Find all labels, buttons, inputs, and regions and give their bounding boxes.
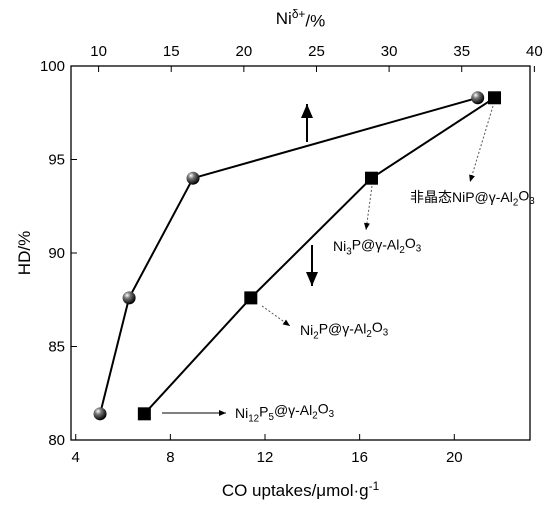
x-axis-label-part: CO uptakes/μmol·g — [222, 481, 369, 500]
y-tick-label: 95 — [48, 152, 65, 169]
plot-frame — [70, 65, 531, 441]
x-tick-label: 16 — [351, 449, 368, 466]
annotation: Ni3P@γ-Al2O3 — [333, 235, 422, 257]
marker — [364, 171, 378, 185]
annotation-part: 3 — [416, 243, 422, 254]
x2-tick-label: 30 — [381, 43, 398, 60]
x-tick-label: 4 — [72, 449, 80, 466]
x-tick-label: 20 — [446, 449, 463, 466]
marker — [186, 171, 200, 185]
y-tick-label: 80 — [48, 432, 65, 449]
annotation-part: P@γ-Al — [319, 321, 367, 337]
x2-axis-label-part: Ni — [276, 9, 292, 28]
annotation-part: 2 — [366, 329, 371, 340]
y-tick-label: 100 — [40, 58, 65, 75]
y-tick-label: 90 — [48, 245, 65, 262]
marker — [137, 407, 151, 421]
x2-tick-label: 10 — [90, 43, 107, 60]
pointer — [261, 305, 291, 327]
pointer — [469, 105, 494, 183]
annotation-part: P — [259, 404, 268, 420]
series-line — [143, 96, 496, 415]
annotation-part: O — [372, 319, 383, 335]
annotation-part: 非晶态NiP@γ-Al — [410, 189, 513, 205]
annotation-part: Ni — [235, 405, 248, 421]
marker — [122, 291, 136, 305]
marker — [471, 91, 485, 105]
annotation-part: O — [518, 188, 529, 204]
x2-tick-label: 15 — [163, 43, 180, 60]
x-tick-label: 8 — [166, 449, 174, 466]
annotation-part: O — [405, 235, 416, 251]
annotation-part: 3 — [529, 196, 535, 207]
x2-tick-label: 25 — [308, 43, 325, 60]
pointer — [363, 185, 373, 231]
annotation: 非晶态NiP@γ-Al2O3 — [410, 188, 535, 209]
annotation-part: Ni — [333, 238, 346, 254]
series-line — [99, 96, 478, 415]
annotation-part: 3 — [346, 246, 352, 257]
x2-axis-label: Niδ+/% — [276, 7, 325, 31]
marker — [93, 407, 107, 421]
annotation-part: 3 — [329, 409, 335, 420]
x2-axis-label-part: /% — [305, 12, 325, 31]
annotation-part: 12 — [248, 413, 259, 424]
y-tick-label: 85 — [48, 339, 65, 356]
annotation-part: @γ-Al — [274, 402, 312, 418]
annotation-part: 2 — [399, 245, 404, 256]
marker — [244, 291, 258, 305]
annotation-part: 2 — [312, 410, 317, 421]
annotation-part: P@γ-Al — [352, 237, 400, 253]
y-axis-label: HD/% — [15, 231, 34, 275]
x2-tick-label: 40 — [526, 43, 543, 60]
x-axis-label-part: -1 — [369, 479, 380, 493]
annotation: Ni12P5@γ-Al2O3 — [235, 401, 335, 425]
x-axis-label: CO uptakes/μmol·g-1 — [222, 479, 380, 500]
annotation-part: Ni — [300, 322, 313, 338]
annotation-part: 2 — [313, 330, 318, 341]
x2-axis-label-part: δ+ — [292, 7, 306, 21]
marker — [488, 91, 502, 105]
annotation-part: O — [318, 401, 329, 417]
x2-tick-label: 35 — [453, 43, 470, 60]
x2-tick-label: 20 — [236, 43, 253, 60]
annotation-part: 2 — [513, 197, 518, 208]
x-tick-label: 12 — [257, 449, 274, 466]
annotation: Ni2P@γ-Al2O3 — [300, 319, 389, 341]
annotation-part: 3 — [383, 327, 389, 338]
annotation-part: 5 — [268, 412, 274, 423]
